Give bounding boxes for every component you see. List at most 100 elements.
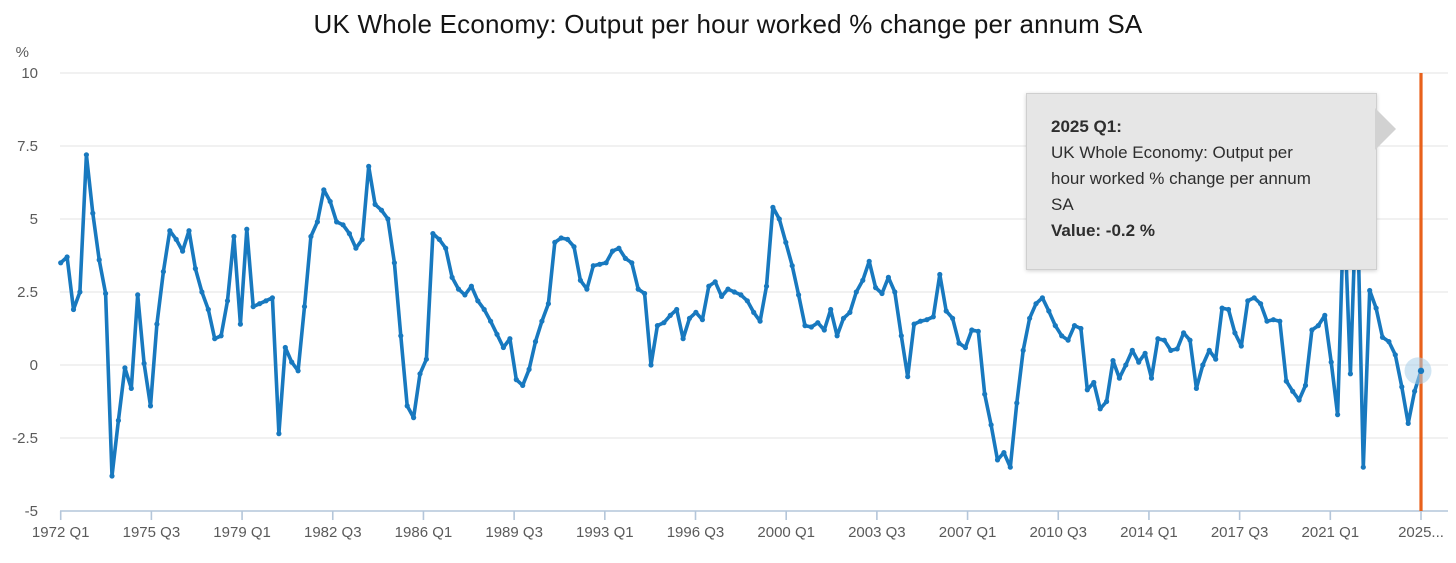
data-point: [1270, 317, 1276, 323]
data-point: [1258, 301, 1264, 307]
data-point: [962, 344, 969, 351]
data-point: [982, 391, 988, 397]
data-point: [199, 289, 205, 295]
data-point: [1116, 375, 1122, 381]
data-point: [789, 263, 795, 269]
data-point: [757, 318, 763, 324]
data-point: [751, 309, 757, 315]
data-point: [654, 323, 661, 329]
data-point: [1001, 450, 1007, 456]
data-point: [1148, 375, 1155, 381]
data-point: [64, 254, 70, 260]
data-point: [821, 327, 827, 333]
data-point: [609, 248, 616, 254]
data-point: [180, 248, 186, 254]
data-point: [565, 236, 571, 242]
x-tick-label: 2003 Q3: [848, 524, 906, 541]
data-point: [1405, 420, 1411, 426]
data-point: [1367, 287, 1373, 294]
data-point: [507, 336, 513, 342]
data-point: [1187, 337, 1193, 343]
data-point: [629, 260, 635, 266]
data-point: [1065, 337, 1071, 343]
data-point: [1168, 347, 1174, 353]
data-point: [128, 385, 134, 391]
x-tick-label: 2014 Q1: [1120, 524, 1178, 541]
data-point: [1399, 384, 1405, 390]
data-point: [1392, 352, 1398, 358]
data-point: [834, 333, 840, 339]
data-point: [1277, 318, 1283, 324]
data-point: [276, 431, 282, 437]
data-point: [763, 283, 770, 289]
data-point: [1142, 350, 1148, 356]
y-axis-labels: 10 7.5 5 2.5 0 -2.5 -5: [12, 65, 38, 520]
highlighted-point[interactable]: [1417, 367, 1425, 375]
data-point: [109, 473, 115, 479]
data-point: [532, 339, 539, 345]
data-point: [494, 331, 500, 337]
data-point: [1014, 400, 1020, 406]
data-point: [173, 236, 179, 242]
data-point: [1315, 323, 1321, 329]
data-point: [866, 258, 872, 264]
data-point: [693, 309, 699, 315]
data-point: [1386, 339, 1392, 345]
data-point: [115, 417, 121, 424]
x-axis-ticks: [59, 511, 1422, 520]
data-point: [353, 245, 359, 251]
data-point: [1412, 388, 1418, 394]
data-point: [366, 163, 372, 169]
data-point: [1097, 406, 1103, 412]
data-point: [340, 222, 346, 228]
y-tick-label: -2.5: [12, 430, 38, 447]
data-point: [674, 306, 680, 313]
data-point: [539, 318, 545, 324]
y-tick-label: 5: [30, 211, 38, 228]
data-point: [423, 356, 429, 362]
data-point: [1136, 359, 1142, 365]
data-point: [796, 292, 802, 298]
data-point: [648, 362, 654, 368]
data-point: [667, 312, 673, 318]
data-point: [584, 286, 590, 292]
data-point: [860, 277, 866, 283]
y-tick-label: 7.5: [17, 138, 38, 155]
data-point: [738, 292, 744, 298]
data-point: [205, 306, 211, 313]
data-point: [186, 228, 192, 234]
data-point: [436, 236, 442, 242]
data-point: [828, 306, 834, 313]
data-point: [488, 318, 494, 324]
data-point: [122, 365, 128, 371]
data-point: [212, 336, 218, 342]
data-point: [731, 289, 738, 295]
data-point: [975, 328, 981, 334]
data-point: [269, 295, 275, 301]
data-point: [840, 315, 847, 321]
x-tick-label: 2017 Q3: [1211, 524, 1269, 541]
data-point: [135, 292, 141, 298]
data-point: [917, 318, 924, 324]
data-point: [301, 304, 308, 310]
data-point: [950, 315, 956, 321]
data-point: [808, 324, 815, 330]
data-point: [1020, 347, 1026, 353]
data-point: [892, 289, 898, 295]
data-point: [378, 207, 385, 213]
data-point: [853, 289, 859, 295]
data-point: [885, 274, 892, 280]
data-point: [1290, 388, 1296, 394]
data-point: [90, 210, 96, 216]
tooltip-arrow-icon: [1375, 108, 1396, 150]
data-point: [558, 235, 564, 241]
data-point: [680, 336, 686, 342]
data-point: [1078, 325, 1084, 332]
data-point: [282, 344, 288, 351]
data-point: [70, 306, 77, 313]
data-point: [334, 219, 340, 225]
data-point: [449, 274, 455, 280]
data-point: [930, 314, 936, 320]
data-point: [308, 233, 314, 240]
